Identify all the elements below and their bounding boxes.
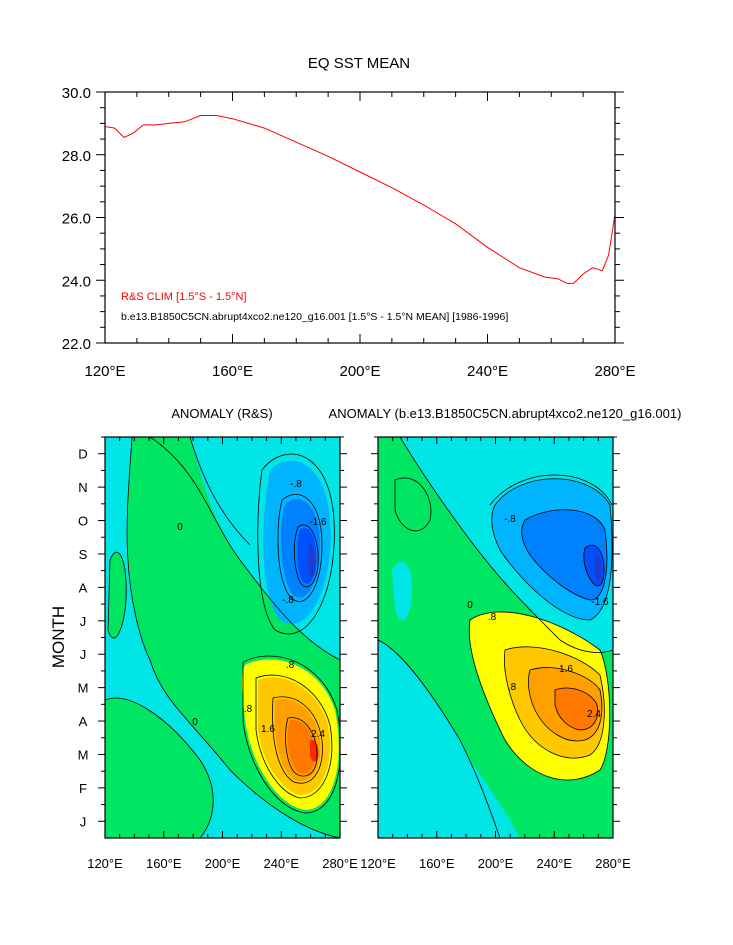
- y-tick-label: 28.0: [62, 148, 91, 165]
- right-panel-axes: 120°E 160°E 200°E 240°E 280°E: [360, 436, 631, 871]
- left-contour-field: [105, 437, 340, 838]
- y-tick-label: 26.0: [62, 211, 91, 228]
- right-contour-label: -.8: [504, 514, 516, 525]
- x-tick-label: 280°E: [595, 856, 631, 871]
- right-contour-label: 2.4: [587, 709, 601, 720]
- x-tick-label: 160°E: [212, 363, 253, 380]
- left-contour-label: 0: [177, 522, 183, 533]
- right-contour-label: -1.6: [591, 597, 609, 608]
- month-tick-label: J: [80, 647, 87, 662]
- sst-series-line: [104, 115, 616, 284]
- x-tick-label: 240°E: [467, 363, 508, 380]
- month-axis-label: MONTH: [49, 606, 68, 668]
- x-tick-label: 280°E: [322, 856, 358, 871]
- left-contour-label: 0: [192, 717, 198, 728]
- x-tick-label: 160°E: [419, 856, 455, 871]
- left-panel-title: ANOMALY (R&S): [171, 406, 272, 421]
- x-tick-label: 200°E: [205, 856, 241, 871]
- top-chart-axes: 120°E 160°E 200°E 240°E 280°E 22.0 24.0 26.0 28.…: [62, 85, 636, 380]
- month-tick-label: J: [80, 814, 87, 829]
- month-tick-label: D: [78, 447, 87, 462]
- x-tick-label: 120°E: [84, 363, 125, 380]
- left-contour-label: 2.4: [311, 729, 325, 740]
- right-contour-field: [378, 437, 613, 838]
- right-contour-label: .8: [508, 682, 517, 693]
- legend-entry-rs-clim: R&S CLIM [1.5°S - 1.5°N]: [121, 291, 247, 303]
- x-tick-label: 200°E: [478, 856, 514, 871]
- y-tick-label: 30.0: [62, 85, 91, 102]
- month-tick-label: M: [78, 681, 89, 696]
- month-tick-label: N: [78, 480, 87, 495]
- x-tick-label: 120°E: [87, 856, 123, 871]
- left-contour-label: -.8: [282, 595, 294, 606]
- y-tick-label: 22.0: [62, 336, 91, 353]
- x-tick-label: 160°E: [146, 856, 182, 871]
- month-tick-label: J: [80, 614, 87, 629]
- x-tick-label: 120°E: [360, 856, 396, 871]
- left-contour-label: 1.6: [261, 724, 275, 735]
- x-tick-label: 280°E: [594, 363, 635, 380]
- x-tick-label: 240°E: [536, 856, 572, 871]
- month-tick-label: F: [79, 781, 87, 796]
- left-contour-label: .8: [286, 660, 295, 671]
- x-tick-label: 240°E: [263, 856, 299, 871]
- legend-entry-model: b.e13.B1850C5CN.abrupt4xco2.ne120_g16.00…: [121, 311, 508, 323]
- month-tick-label: A: [79, 714, 88, 729]
- month-tick-label: M: [78, 747, 89, 762]
- left-contour-label: -1.6: [309, 517, 327, 528]
- top-chart-frame: [104, 91, 616, 344]
- y-tick-label: 24.0: [62, 273, 91, 290]
- right-contour-label: 0: [467, 600, 473, 611]
- month-tick-label: S: [79, 547, 88, 562]
- month-tick-label: O: [78, 514, 88, 529]
- month-tick-label: A: [79, 580, 88, 595]
- top-chart-title: EQ SST MEAN: [308, 55, 410, 72]
- right-panel-title: ANOMALY (b.e13.B1850C5CN.abrupt4xco2.ne1…: [329, 406, 682, 421]
- left-contour-label: -.8: [290, 479, 302, 490]
- left-contour-label: .8: [244, 704, 253, 715]
- left-panel-axes: 120°E 160°E 200°E 240°E 280°E J F M A M J J A S O N D: [78, 436, 358, 871]
- right-contour-label: 1.6: [559, 664, 573, 675]
- x-tick-label: 200°E: [339, 363, 380, 380]
- right-contour-label: .8: [488, 612, 497, 623]
